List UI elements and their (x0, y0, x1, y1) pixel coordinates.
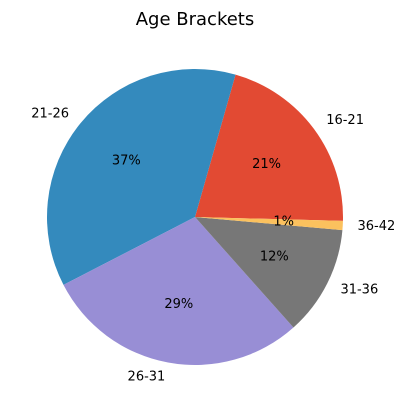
slice-percent-label: 21% (252, 157, 281, 172)
pie-slice-31-36 (195, 217, 343, 328)
slice-category-label: 31-36 (340, 283, 378, 298)
slice-category-label: 36-42 (358, 219, 396, 234)
slice-category-label: 26-31 (128, 370, 166, 385)
slice-percent-label: 29% (164, 297, 193, 312)
pie-slice-21-26 (46, 69, 236, 285)
pie-slice-36-42 (195, 217, 343, 231)
chart-title: Age Brackets (136, 9, 255, 30)
slice-percent-label: 37% (112, 153, 141, 168)
slice-category-label: 21-26 (31, 106, 69, 121)
slice-category-label: 16-21 (326, 113, 364, 128)
pie-slices (46, 69, 343, 365)
pie-slice-26-31 (63, 217, 294, 365)
pie-labels: 16-21 21% 21-26 37% 26-31 29% 31-36 12% 36-42 1% (31, 106, 395, 384)
slice-percent-label: 12% (260, 249, 289, 264)
slice-percent-label: 1% (273, 215, 294, 230)
pie-slice-16-21 (195, 74, 343, 221)
